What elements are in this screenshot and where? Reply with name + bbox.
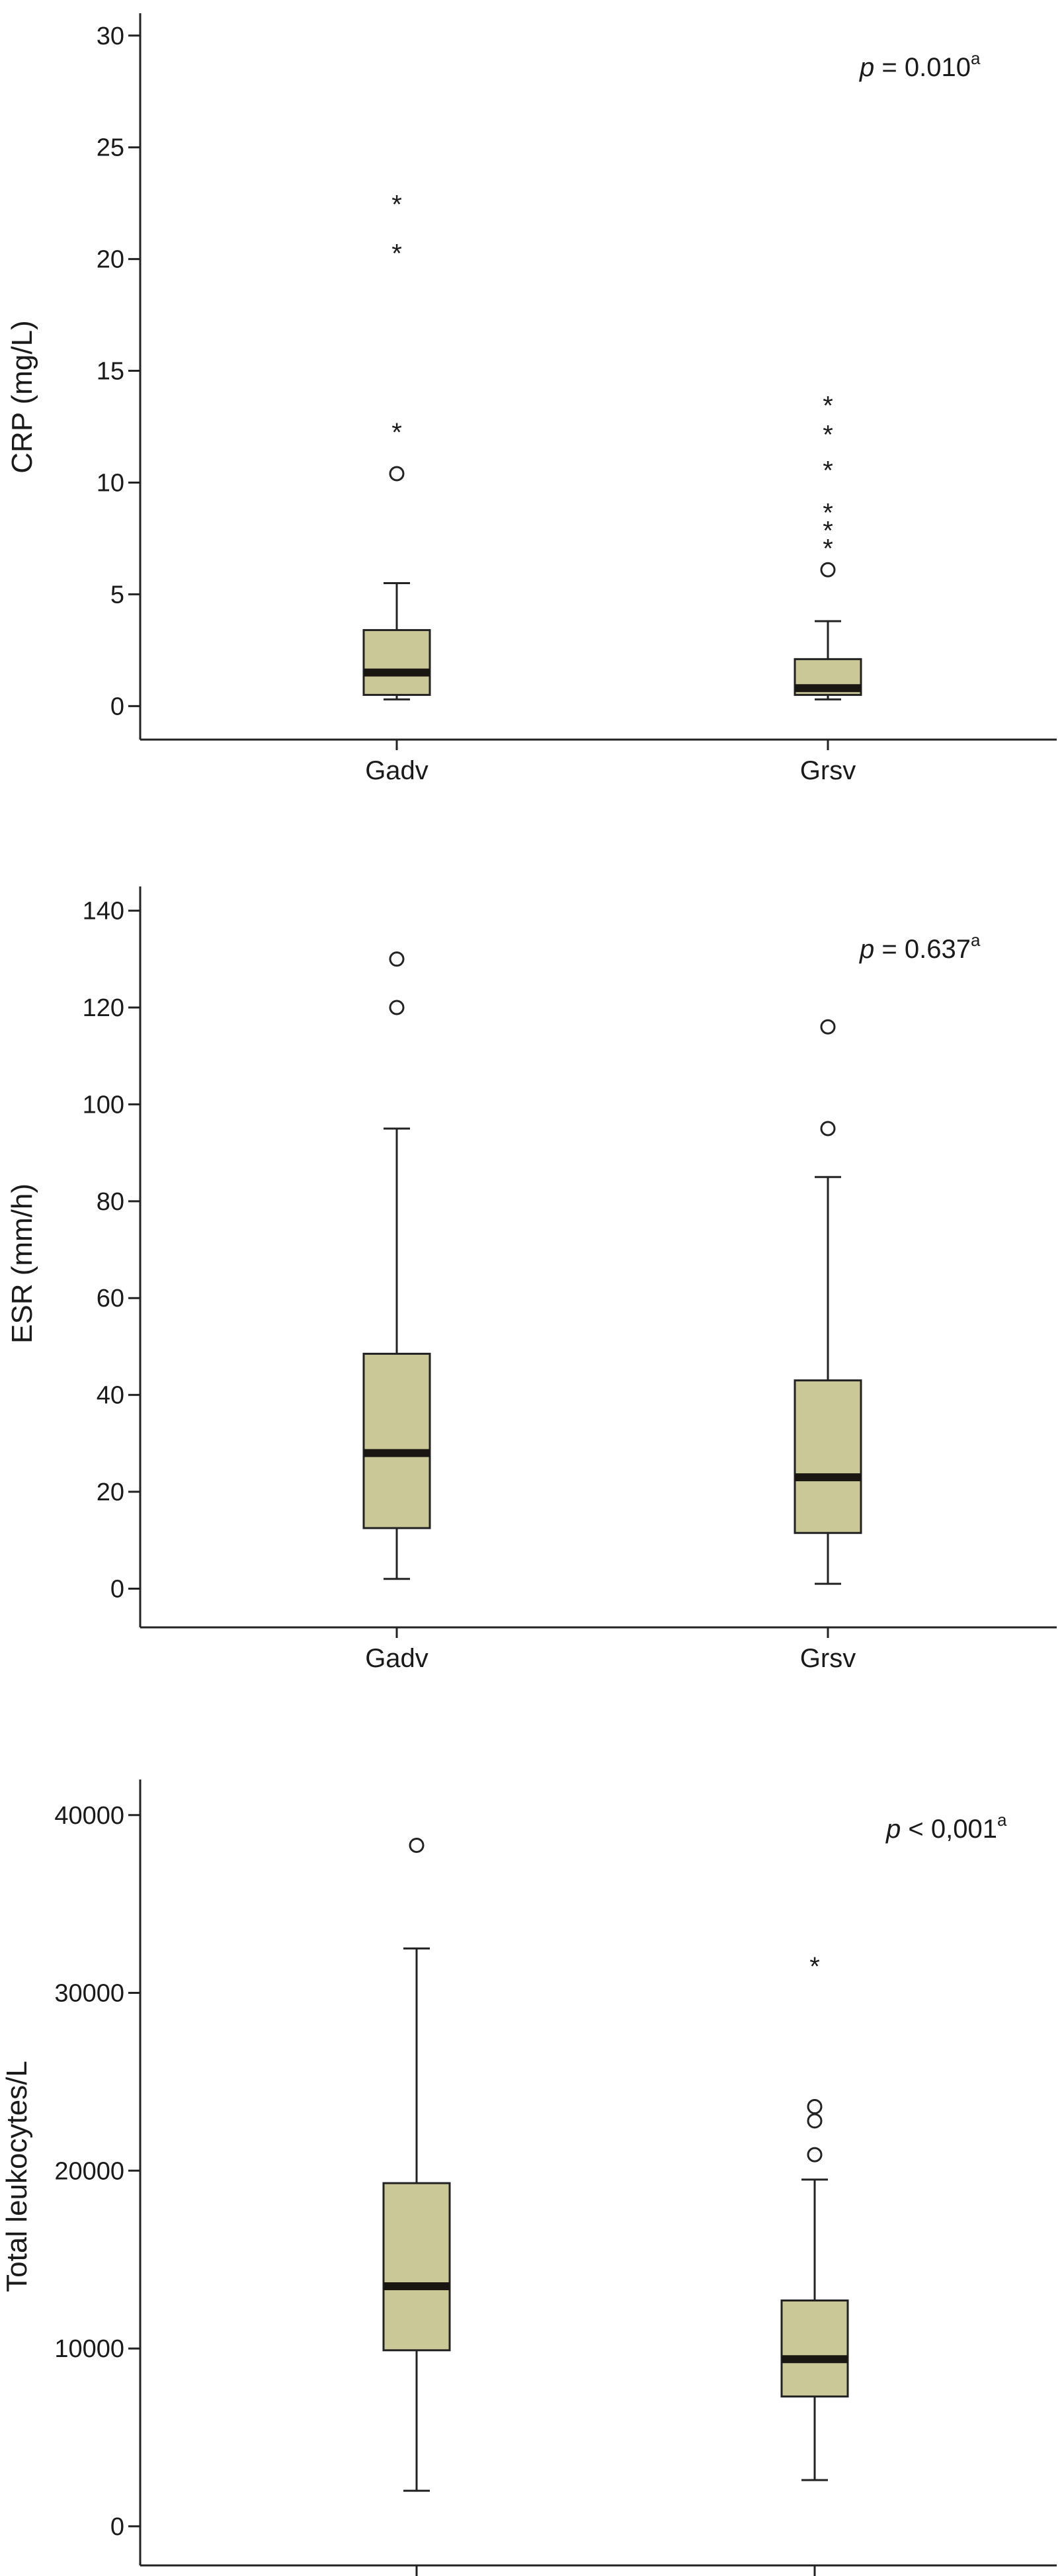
p-value-superscript: a <box>971 48 981 68</box>
p-value-annotation: p = 0.637a <box>859 930 981 964</box>
p-value-symbol: p <box>885 1815 901 1844</box>
y-tick-label: 40 <box>97 1382 124 1410</box>
extreme-point: * <box>823 391 833 420</box>
y-tick-label: 25 <box>97 134 124 162</box>
outlier-point <box>409 1837 425 1853</box>
extreme-point: * <box>823 420 833 449</box>
x-category-label: Grsv <box>800 1644 856 1673</box>
y-axis-title: Total leukocytes/L <box>1 2061 33 2292</box>
p-value-annotation: p = 0.010a <box>859 48 981 82</box>
extreme-point: * <box>823 456 833 485</box>
y-tick-label: 30 <box>97 22 124 50</box>
y-tick-label: 30000 <box>54 1980 124 2008</box>
y-tick-label: 80 <box>97 1188 124 1216</box>
p-value-symbol: p <box>859 53 874 82</box>
y-tick-label: 5 <box>110 581 124 609</box>
y-tick-label: 0 <box>110 1575 124 1603</box>
extreme-point: * <box>391 190 402 219</box>
p-value-superscript: a <box>997 1810 1007 1830</box>
box-grsv: ****** <box>794 391 862 701</box>
interquartile-box <box>794 1379 862 1534</box>
y-tick-label: 60 <box>97 1285 124 1312</box>
outlier-point <box>389 1000 405 1015</box>
interquartile-box <box>780 2299 849 2398</box>
y-axis-title: ESR (mm/h) <box>6 1183 38 1344</box>
extreme-point: * <box>823 517 833 546</box>
outlier-point <box>807 2147 823 2163</box>
leukocytes-boxplot-panel: Total leukocytes/L p < 0,001a 0 10000 2000… <box>1 1780 1057 2576</box>
interquartile-box <box>362 1352 431 1529</box>
outlier-point <box>820 1019 836 1035</box>
box-gadv: * * * <box>362 190 431 701</box>
y-axis-title: CRP (mg/L) <box>6 320 38 473</box>
outlier-point <box>820 1121 836 1137</box>
y-tick-label: 120 <box>83 994 124 1022</box>
box-gadv <box>362 951 431 1580</box>
y-tick-label: 10 <box>97 469 124 497</box>
p-value-symbol: p <box>859 935 874 964</box>
y-tick-label: 0 <box>110 693 124 720</box>
box-grsv: * <box>780 1952 849 2481</box>
y-tick-label: 15 <box>97 358 124 386</box>
y-tick-label: 40000 <box>54 1802 124 1830</box>
interquartile-box <box>362 628 431 696</box>
y-tick-label: 140 <box>83 898 124 925</box>
extreme-point: * <box>823 535 833 564</box>
outlier-point <box>389 466 405 482</box>
y-tick-label: 20 <box>97 246 124 274</box>
y-tick-label: 10000 <box>54 2335 124 2363</box>
outlier-point <box>389 951 405 967</box>
p-value-text: < 0,001 <box>901 1815 997 1844</box>
extreme-point: * <box>391 418 402 447</box>
x-category-label: Gadv <box>365 756 429 785</box>
extreme-point: * <box>809 1952 820 1981</box>
esr-boxplot-panel: ESR (mm/h) p = 0.637a 0 20 40 60 80 100 120 140… <box>6 886 1057 1673</box>
x-category-label: Gadv <box>365 1644 429 1673</box>
y-tick-label: 100 <box>83 1091 124 1119</box>
y-tick-label: 0 <box>110 2513 124 2541</box>
interquartile-box <box>382 2182 451 2352</box>
outlier-point <box>820 562 836 578</box>
y-tick-label: 20000 <box>54 2157 124 2185</box>
p-value-annotation: p < 0,001a <box>885 1810 1007 1844</box>
outlier-point <box>807 2113 823 2129</box>
extreme-point: * <box>391 239 402 269</box>
crp-boxplot-panel: CRP (mg/L) p = 0.010a 0 5 10 15 20 25 30 Gadv Gr… <box>6 13 1057 785</box>
box-grsv <box>794 1019 862 1585</box>
p-value-superscript: a <box>971 930 981 950</box>
p-value-text: = 0.637 <box>874 935 971 964</box>
y-tick-label: 20 <box>97 1479 124 1506</box>
extreme-point: * <box>823 499 833 528</box>
box-gadv <box>382 1837 451 2492</box>
p-value-text: = 0.010 <box>874 53 971 82</box>
x-category-label: Grsv <box>800 756 856 785</box>
outlier-point <box>807 2099 823 2115</box>
